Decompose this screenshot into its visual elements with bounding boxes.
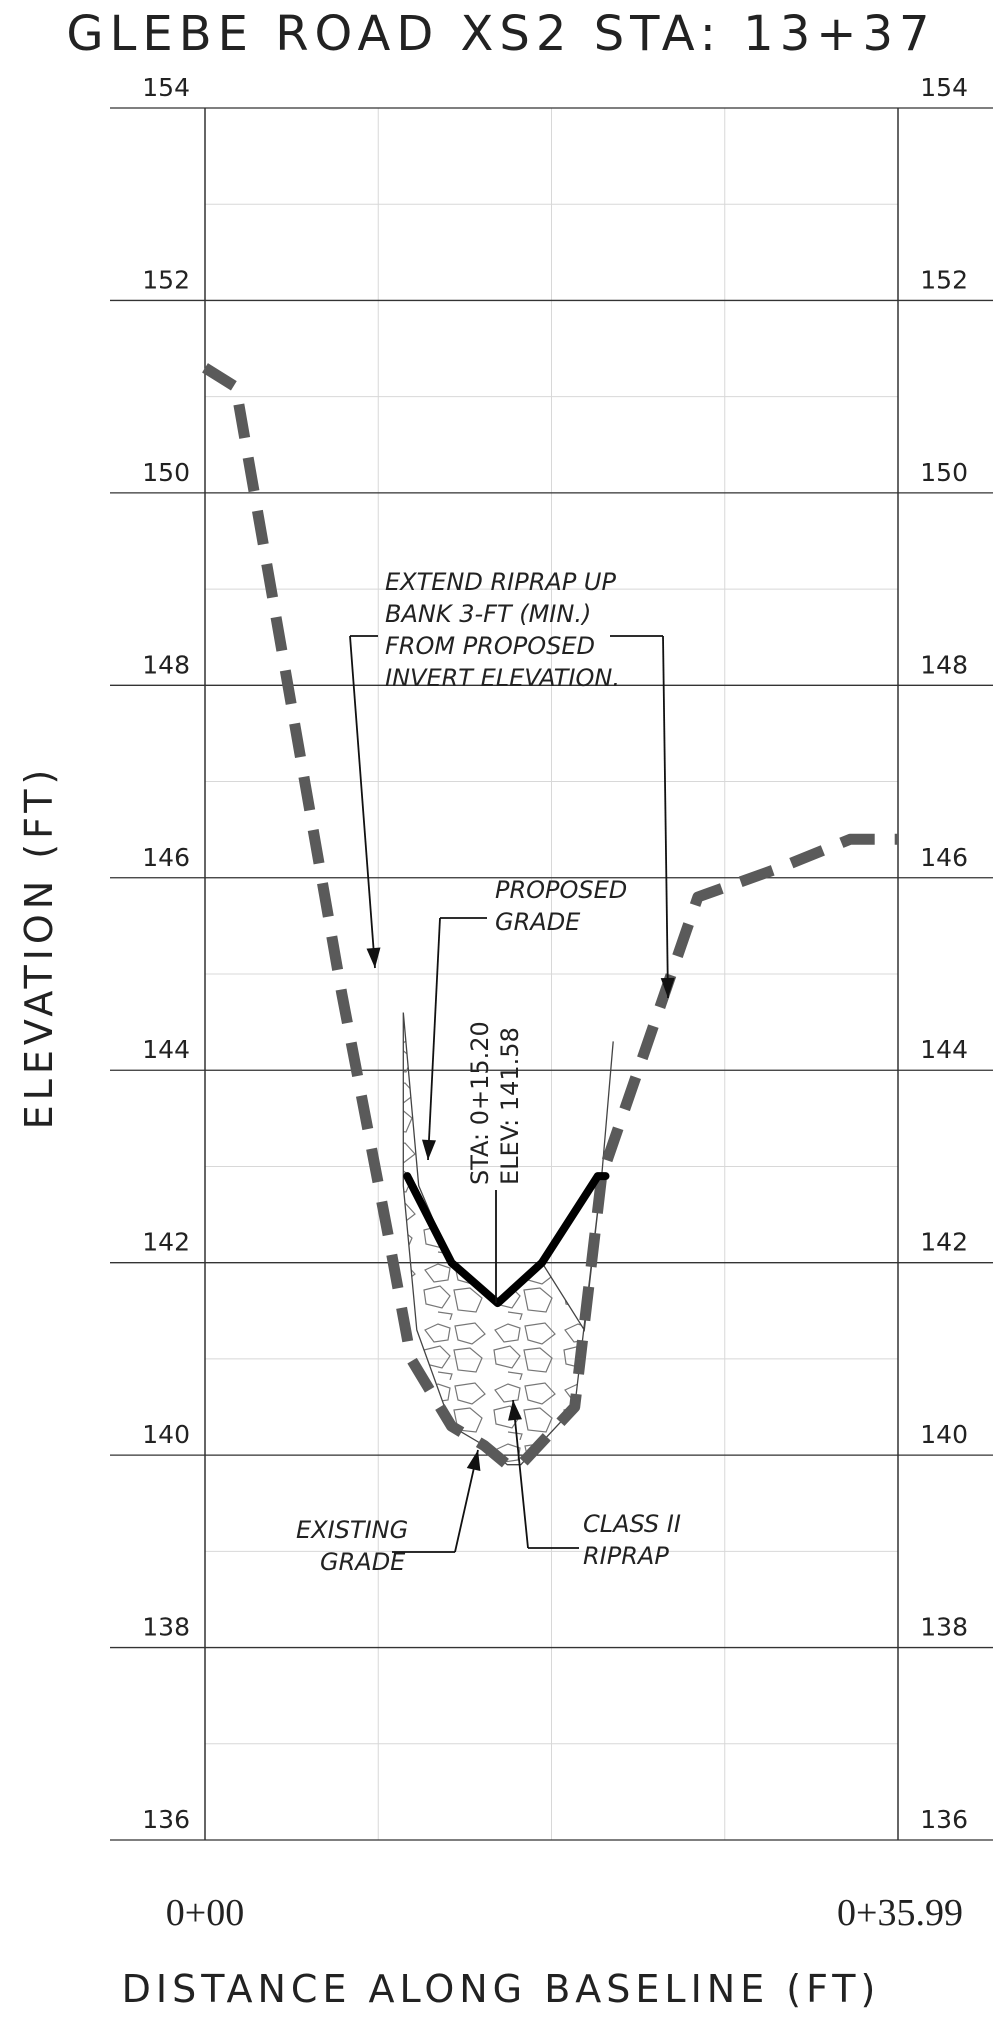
riprap-arrowhead [508,1400,522,1421]
riprap-ext-line-1: EXTEND RIPRAP UP [385,568,616,596]
y-tick-label: 138 [142,1613,190,1642]
y-axis-label: ELEVATION (FT) [17,765,61,1130]
y-tick-label: 142 [920,1228,968,1257]
y-tick-label: 136 [142,1805,190,1834]
grid-layer [205,108,898,1840]
proposed-grade-line-2: GRADE [495,908,581,936]
y-tick-label: 144 [920,1035,968,1064]
y-tick-label: 144 [142,1035,190,1064]
riprap-line-1: CLASS II [583,1510,681,1538]
y-tick-label: 154 [920,73,968,102]
y-tick-label: 150 [920,458,968,487]
riprap-line-2: RIPRAP [583,1542,669,1570]
y-tick-label: 148 [142,650,190,679]
existing-grade-line-1: EXISTING [296,1516,408,1544]
proposed-grade-leader [427,917,441,1161]
x-axis-label: DISTANCE ALONG BASELINE (FT) [122,1967,881,2011]
existing-grade-arrowhead [466,1450,481,1472]
existing-grade-note: EXISTING GRADE [296,1516,408,1576]
riprap-ext-line-4: INVERT ELEVATION. [385,664,620,692]
proposed-grade-line-1: PROPOSED [495,876,627,904]
riprap-ext-right-leader [662,635,669,999]
y-tick-label: 138 [920,1613,968,1642]
y-tick-label: 136 [920,1805,968,1834]
riprap-extension-note: EXTEND RIPRAP UP BANK 3-FT (MIN.) FROM P… [385,568,620,692]
y-tick-label: 154 [142,73,190,102]
series-layer [202,363,898,1471]
y-tick-label: 148 [920,650,968,679]
chart-title: GLEBE ROAD XS2 STA: 13+37 [66,6,935,62]
x-end-station-label: 0+35.99 [837,1892,963,1934]
plot-frame [110,107,993,1841]
proposed-grade-arrowhead [421,1139,436,1160]
proposed-grade-note: PROPOSED GRADE [495,876,627,936]
station-elevation-note: STA: 0+15.20 ELEV: 141.58 [466,1021,524,1185]
y-tick-labels-right: 154 152 150 148 146 144 142 140 138 136 [920,73,968,1834]
x-start-station-label: 0+00 [166,1892,244,1934]
y-tick-label: 140 [920,1420,968,1449]
y-tick-labels-left: 154 152 150 148 146 144 142 140 138 136 [142,73,190,1834]
station-label: STA: 0+15.20 [466,1021,494,1185]
y-tick-label: 150 [142,458,190,487]
riprap-leader [512,1399,529,1549]
elevation-label: ELEV: 141.58 [496,1027,524,1185]
riprap-ext-line-3: FROM PROPOSED [385,632,595,660]
proposed-grade-line [403,1172,610,1308]
riprap-ext-left-arrowhead [366,947,381,968]
class-ii-riprap-note: CLASS II RIPRAP [583,1510,681,1570]
existing-grade-line [202,363,898,1471]
existing-grade-line-2: GRADE [320,1548,406,1576]
y-tick-label: 142 [142,1228,190,1257]
y-tick-label: 140 [142,1420,190,1449]
leader-lines [349,635,675,1553]
y-tick-label: 152 [142,265,190,294]
riprap-ext-left-leader [349,635,376,969]
riprap-ext-line-2: BANK 3-FT (MIN.) [385,600,591,628]
y-tick-label: 152 [920,265,968,294]
y-tick-label: 146 [142,843,190,872]
riprap-ext-right-arrowhead [660,977,675,998]
y-tick-label: 146 [920,843,968,872]
